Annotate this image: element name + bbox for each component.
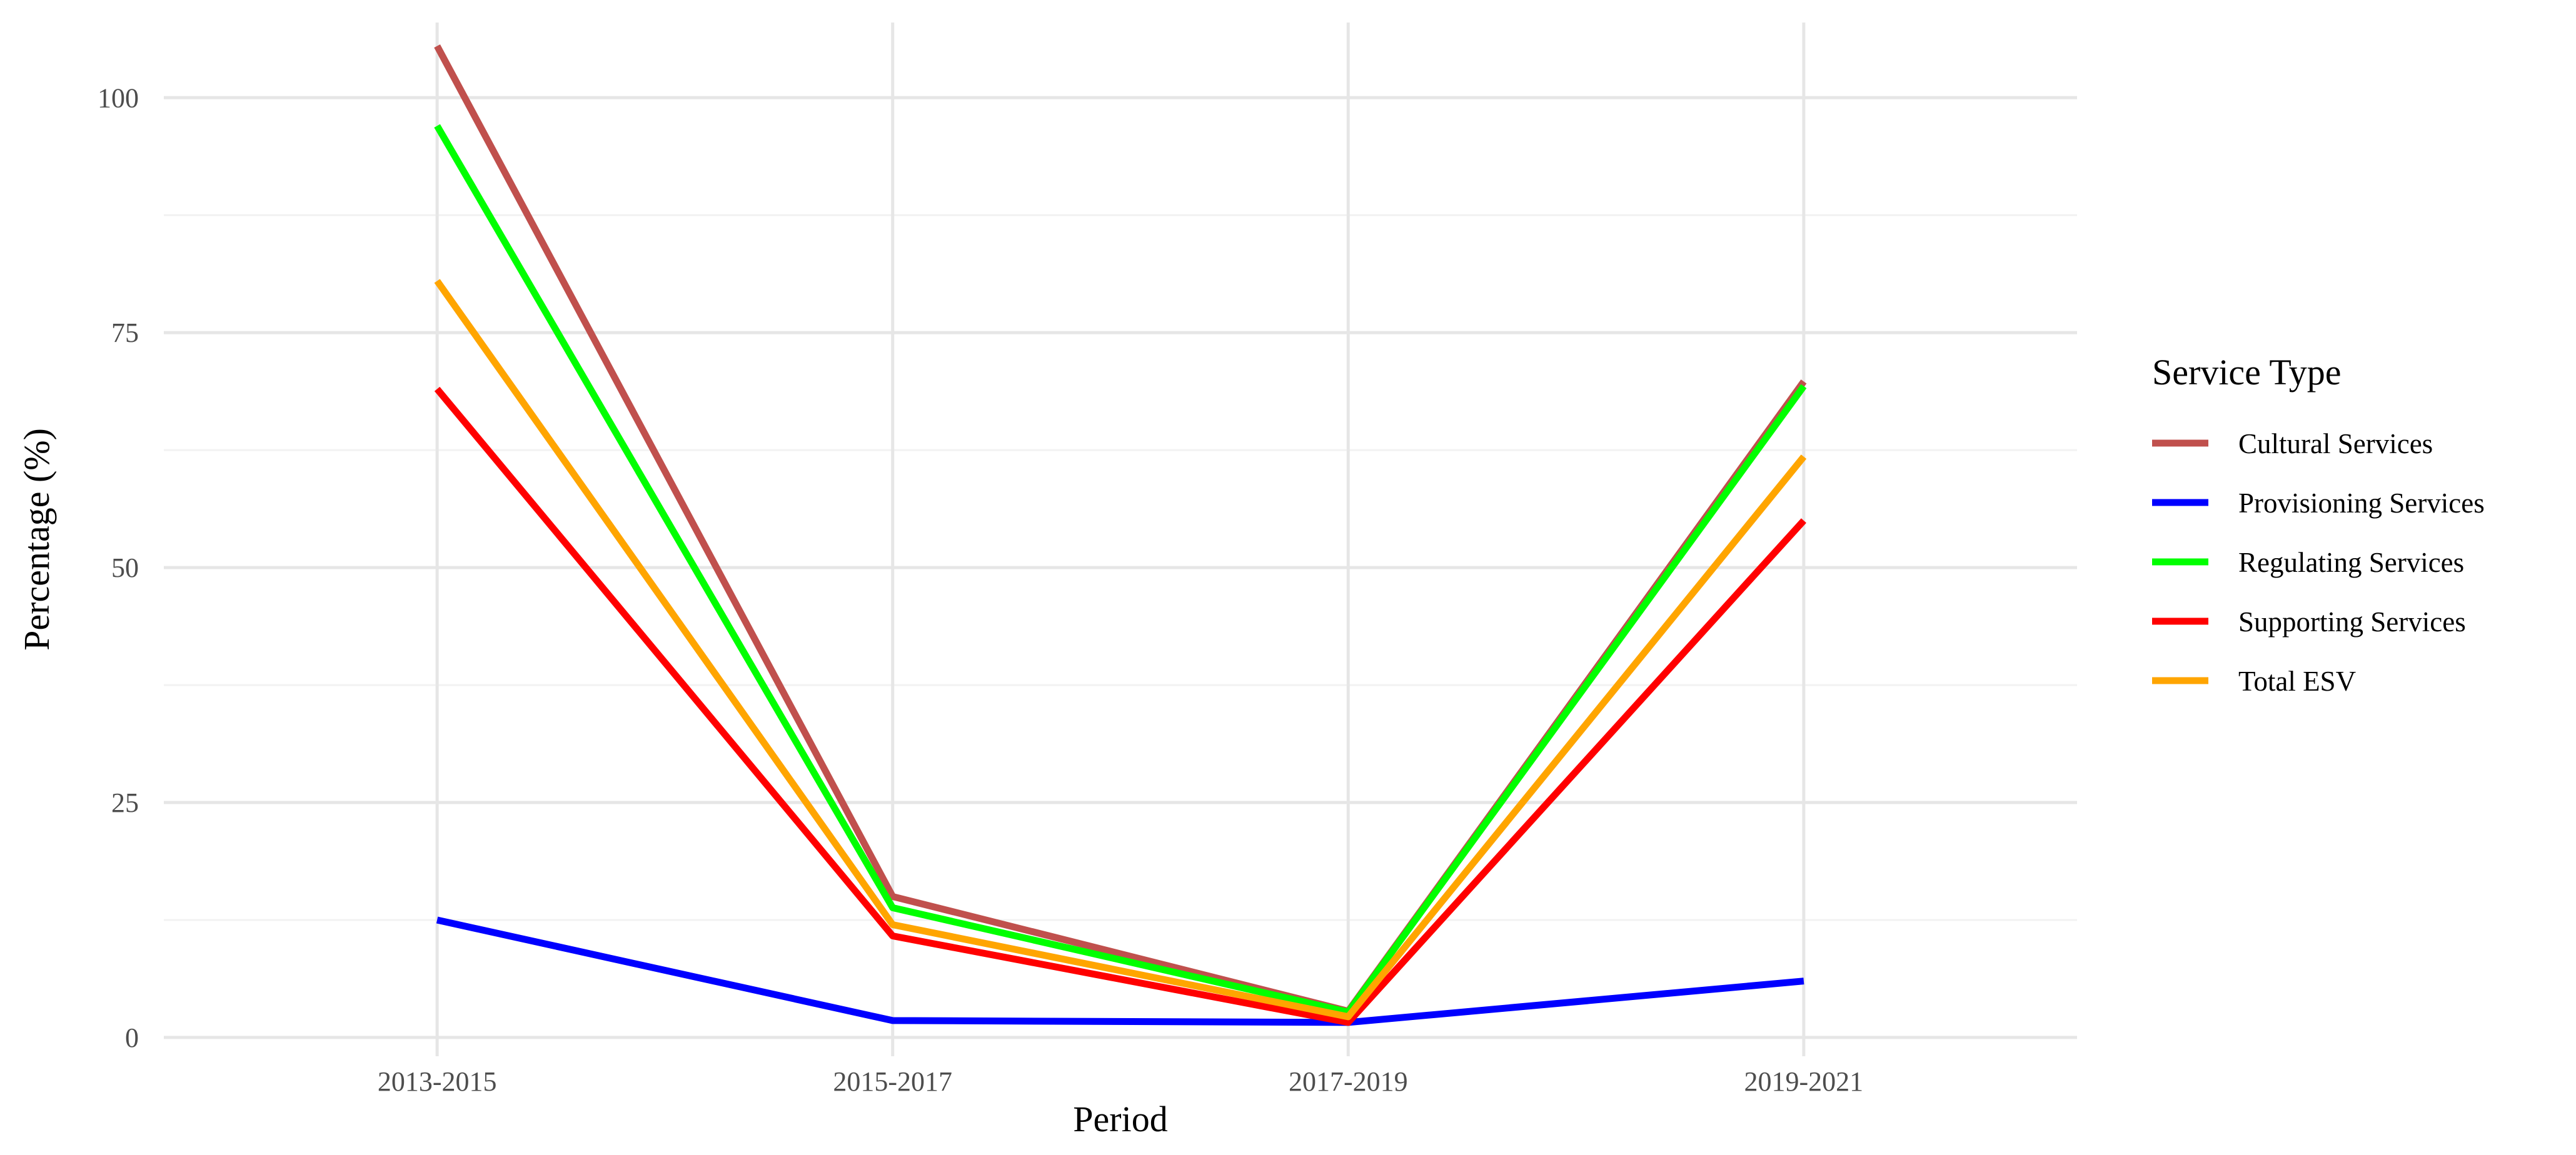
legend-label: Supporting Services <box>2238 606 2466 638</box>
series-line <box>434 386 1806 1026</box>
legend: Service Type Cultural Services Provisioni… <box>2152 352 2485 697</box>
series-line <box>434 44 1807 1015</box>
y-axis-title: Percentage (%) <box>16 428 57 651</box>
legend-label: Total ESV <box>2238 666 2356 697</box>
series-line <box>434 279 1807 1021</box>
series-line <box>434 124 1807 1016</box>
grid-layer <box>164 22 2077 1056</box>
legend-items: Cultural Services Provisioning Services Re… <box>2152 428 2485 697</box>
series-line <box>436 916 1804 1026</box>
y-tick-label: 100 <box>98 82 139 113</box>
legend-label: Provisioning Services <box>2238 488 2485 519</box>
x-axis-title: Period <box>1073 1099 1167 1139</box>
x-tick-label: 2015-2017 <box>833 1066 952 1097</box>
x-tick-label: 2017-2019 <box>1289 1066 1408 1097</box>
legend-label: Cultural Services <box>2238 428 2433 459</box>
y-tick-label: 50 <box>111 552 139 583</box>
series-line-layer <box>434 44 1807 1026</box>
legend-title: Service Type <box>2152 352 2342 392</box>
y-tick-label: 25 <box>111 788 139 818</box>
x-tick-label: 2019-2021 <box>1744 1066 1864 1097</box>
legend-label: Regulating Services <box>2238 547 2464 578</box>
y-tick-label: 0 <box>125 1022 139 1053</box>
x-tick-label: 2013-2015 <box>378 1066 497 1097</box>
y-tick-label: 75 <box>111 318 139 348</box>
tick-label-layer: 0 25 50 75 100 2013-2015 2015-2017 2017-2019 201… <box>98 82 1863 1097</box>
